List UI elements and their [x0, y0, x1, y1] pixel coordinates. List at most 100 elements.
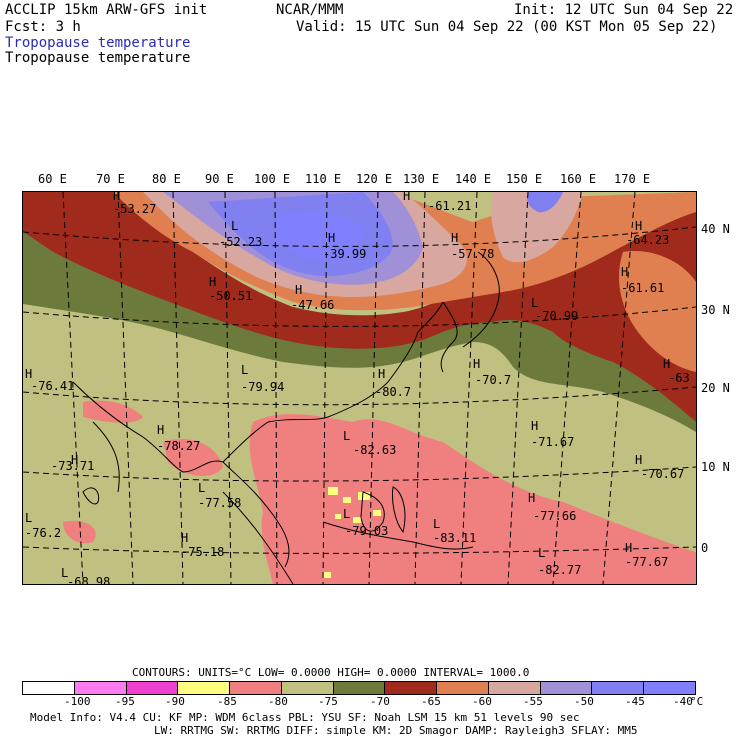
colorbar-tick: -85	[217, 695, 237, 708]
colorbar-tick: -70	[370, 695, 390, 708]
tropopause-temperature-map	[23, 192, 696, 584]
shade-salmon	[249, 414, 696, 584]
pressure-center-value: -77.67	[625, 555, 669, 569]
pressure-center-value: -70.7	[475, 373, 512, 387]
shade-salmon	[163, 438, 223, 477]
shade-salmon	[63, 520, 96, 544]
org-label: NCAR/MMM	[276, 2, 344, 18]
colorbar-tick: -65	[421, 695, 441, 708]
pressure-center-label: L	[241, 363, 249, 377]
pressure-center-value: -57.78	[451, 247, 495, 261]
pressure-center-value: -77.66	[533, 509, 577, 523]
colorbar-tick: -80	[268, 695, 288, 708]
pressure-center-value: -53.27	[113, 202, 157, 216]
shade-dark-red	[23, 192, 696, 422]
colorbar-swatch	[437, 682, 489, 694]
colorbar-tick: -100	[64, 695, 91, 708]
colorbar	[22, 681, 696, 695]
pressure-center-value: -79.03	[345, 524, 389, 538]
lat-label: 10 N	[701, 460, 730, 474]
forecast-hour: Fcst: 3 h	[5, 19, 81, 35]
pressure-center-value: -76.41	[31, 379, 75, 393]
pressure-center-value: -63	[668, 371, 690, 385]
pressure-center-value: -78.27	[157, 439, 201, 453]
colorbar-tick: -60	[472, 695, 492, 708]
pressure-center-value: -64.23	[626, 233, 670, 247]
pressure-center-value: -47.66	[291, 298, 335, 312]
pressure-center-value: -68.98	[67, 575, 111, 585]
pressure-center-label: H	[378, 367, 386, 381]
pressure-center-label: H	[621, 265, 629, 279]
field-title-shaded: Tropopause temperature	[5, 35, 191, 51]
pressure-center-label: L	[343, 507, 351, 521]
pressure-center-value: -61.21	[428, 199, 472, 213]
lon-label: 130 E	[403, 172, 440, 186]
pressure-center-value: -80.7	[375, 385, 412, 399]
pressure-center-label: L	[343, 429, 351, 443]
model-info-line-2: LW: RRTMG SW: RRTMG DIFF: simple KM: 2D …	[154, 724, 638, 737]
pressure-center-value: -61.61	[621, 281, 665, 295]
colorbar-tick: -75	[318, 695, 338, 708]
shade-blue	[278, 211, 364, 261]
lat-label: 30 N	[701, 303, 730, 317]
pressure-center-label: L	[433, 517, 441, 531]
colorbar-tick: -50	[574, 695, 594, 708]
lat-label: 20 N	[701, 381, 730, 395]
pressure-center-label: H	[181, 531, 189, 545]
pressure-center-label: H	[71, 453, 79, 467]
pressure-center-label: H	[635, 219, 643, 233]
lon-label: 170 E	[614, 172, 651, 186]
pressure-center-value: -82.77	[538, 563, 582, 577]
graticule	[23, 192, 696, 584]
pressure-center-value: -70.67	[641, 467, 685, 481]
colorbar-swatch	[592, 682, 645, 694]
colorbar-swatch	[74, 682, 127, 694]
pressure-center-label: H	[295, 283, 303, 297]
pressure-center-value: -50.51	[209, 289, 253, 303]
model-info-line-1: Model Info: V4.4 CU: KF MP: WDM 6class P…	[30, 711, 580, 724]
pressure-center-value: -73.71	[51, 459, 95, 473]
pressure-center-label: L	[198, 481, 206, 495]
pressure-center-label: H	[25, 367, 33, 381]
pressure-center-label: L	[531, 296, 539, 310]
contour-info: CONTOURS: UNITS=°C LOW= 0.0000 HIGH= 0.0…	[132, 666, 530, 679]
colorbar-swatch	[540, 682, 593, 694]
pressure-center-label: H	[625, 541, 633, 555]
lon-label: 110 E	[305, 172, 342, 186]
init-time: Init: 12 UTC Sun 04 Sep 22	[514, 2, 734, 18]
colorbar-tick: -55	[523, 695, 543, 708]
valid-time: Valid: 15 UTC Sun 04 Sep 22 (00 KST Mon …	[296, 19, 718, 35]
colorbar-tick: -90	[165, 695, 185, 708]
pressure-center-label: H	[473, 357, 481, 371]
pressure-center-label: H	[157, 423, 165, 437]
pressure-center-value: -39.99	[323, 247, 367, 261]
colorbar-swatch	[178, 682, 231, 694]
shade-yellow	[323, 487, 381, 578]
pressure-center-value: -70.99	[535, 309, 579, 323]
pressure-center-value: -76.2	[25, 526, 62, 540]
pressure-center-label: H	[528, 491, 536, 505]
pressure-center-label: H	[403, 191, 411, 203]
lon-label: 140 E	[455, 172, 492, 186]
colorbar-swatch	[333, 682, 386, 694]
shade-tan	[491, 192, 583, 263]
lat-label: 0	[701, 541, 709, 555]
lon-label: 120 E	[356, 172, 393, 186]
pressure-center-value: -75.18	[181, 545, 225, 559]
pressure-center-label: H	[328, 231, 336, 245]
colorbar-unit: °C	[690, 695, 704, 708]
pressure-center-value: -52.23	[219, 235, 263, 249]
model-title: ACCLIP 15km ARW-GFS init	[5, 2, 208, 18]
pressure-center-label: L	[25, 511, 33, 525]
lon-label: 90 E	[205, 172, 234, 186]
colorbar-swatch	[23, 682, 75, 694]
pressure-center-label: H	[209, 275, 217, 289]
pressure-center-value: -82.63	[353, 443, 397, 457]
colorbar-swatch	[644, 682, 695, 694]
map-panel: H -53.27 L -52.23 H -39.99 H -61.21 H -6…	[22, 191, 697, 585]
pressure-center-label: H	[113, 191, 121, 203]
shade-dark-olive	[23, 202, 696, 432]
pressure-center-label: H	[635, 453, 643, 467]
lon-label: 150 E	[506, 172, 543, 186]
pressure-center-value: -71.67	[531, 435, 575, 449]
